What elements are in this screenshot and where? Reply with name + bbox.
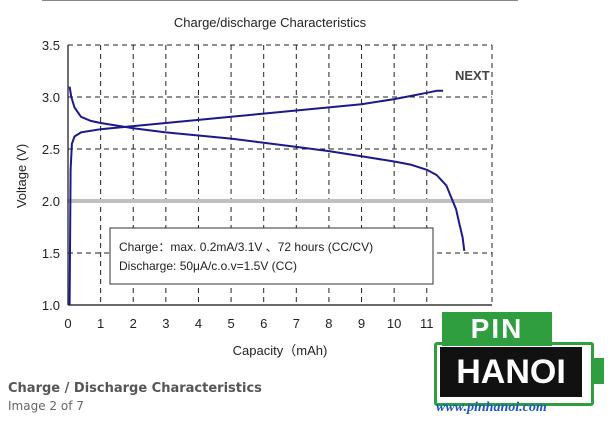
y-tick-label: 2.5 bbox=[42, 142, 60, 157]
x-tick-label: 0 bbox=[64, 316, 71, 331]
axes bbox=[67, 45, 492, 306]
x-tick-label: 8 bbox=[325, 316, 332, 331]
x-tick-label: 4 bbox=[195, 316, 202, 331]
logo-hanoi-text: HANOI bbox=[440, 347, 582, 397]
y-axis-label: Voltage (V) bbox=[14, 144, 29, 208]
x-tick-label: 3 bbox=[162, 316, 169, 331]
series-lines bbox=[68, 86, 466, 306]
next-link[interactable]: NEXT bbox=[455, 68, 490, 83]
pinhanoi-logo[interactable]: PIN HANOI www.pinhanoi.com bbox=[432, 312, 610, 424]
logo-url: www.pinhanoi.com bbox=[436, 400, 547, 415]
x-tick-label: 9 bbox=[358, 316, 365, 331]
y-tick-label: 3.5 bbox=[42, 38, 60, 53]
x-tick-label: 6 bbox=[260, 316, 267, 331]
y-tick-label: 1.5 bbox=[42, 246, 60, 261]
x-axis-label: Capacity（mAh) bbox=[233, 343, 328, 358]
x-tick-label: 5 bbox=[227, 316, 234, 331]
caption-title: Charge / Discharge Characteristics bbox=[8, 381, 262, 396]
charge-curve bbox=[68, 89, 444, 306]
x-tick-label: 11 bbox=[420, 316, 434, 331]
y-tick-label: 2.0 bbox=[42, 194, 60, 209]
x-tick-label: 7 bbox=[293, 316, 300, 331]
x-tick-label: 1 bbox=[97, 316, 104, 331]
annotation-charge: Charge：max. 0.2mA/3.1V 、72 hours (CC/CV) bbox=[119, 240, 373, 254]
y-tick-label: 3.0 bbox=[42, 90, 60, 105]
caption-image-counter: Image 2 of 7 bbox=[8, 399, 84, 413]
x-tick-label: 2 bbox=[130, 316, 137, 331]
battery-tip bbox=[594, 358, 604, 384]
tick-labels: 1.0 1.5 2.0 2.5 3.0 3.5 0 1 2 3 4 5 6 7 8 9 10 11 bbox=[42, 38, 434, 331]
x-tick-label: 10 bbox=[387, 316, 401, 331]
logo-pin-text: PIN bbox=[442, 312, 552, 346]
annotation-box: Charge：max. 0.2mA/3.1V 、72 hours (CC/CV)… bbox=[109, 227, 434, 285]
annotation-discharge: Discharge: 50μA/c.o.v=1.5V (CC) bbox=[119, 259, 297, 273]
top-rule bbox=[42, 0, 518, 1]
discharge-curve bbox=[68, 86, 466, 252]
chart-title: Charge/discharge Characteristics bbox=[174, 15, 367, 30]
y-tick-label: 1.0 bbox=[42, 298, 60, 313]
